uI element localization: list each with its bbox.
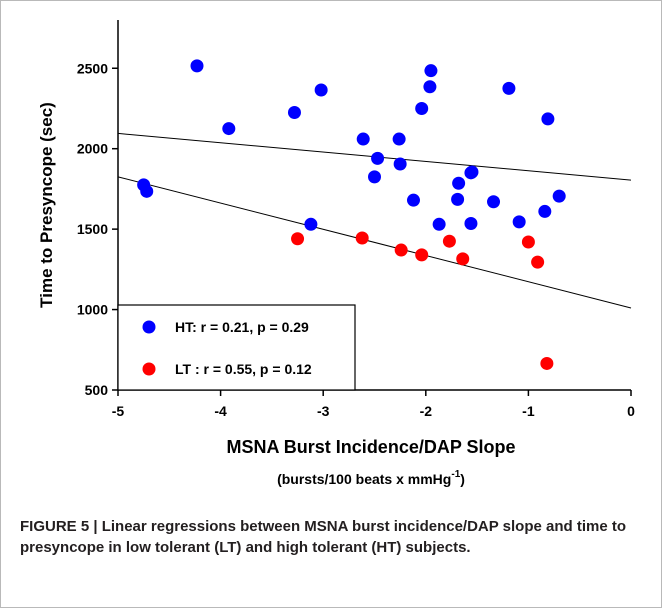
data-point-ht — [415, 101, 429, 115]
legend-box — [117, 304, 356, 391]
data-point-ht — [451, 192, 465, 206]
axis-ticks: -5 -4 -3 -2 -1 0 500 1000 1500 2000 2500 — [77, 60, 635, 419]
data-point-ht — [432, 217, 446, 231]
data-point-ht — [190, 59, 204, 73]
data-point-lt — [521, 235, 535, 249]
data-point-ht — [314, 83, 328, 97]
data-points — [137, 59, 566, 370]
y-tick-label: 500 — [85, 382, 109, 398]
x-axis-units-text: (bursts/100 beats x mmHg — [277, 471, 451, 487]
scatter-chart: -5 -4 -3 -2 -1 0 500 1000 1500 2000 2500 HT: r = 0… — [37, 20, 635, 487]
x-axis-units: (bursts/100 beats x mmHg-1) — [277, 469, 465, 487]
data-point-ht — [222, 122, 236, 136]
y-tick-label: 2000 — [77, 141, 108, 157]
x-axis-units-sup: -1 — [451, 469, 460, 480]
x-tick-label: -4 — [214, 403, 227, 419]
x-tick-label: -1 — [522, 403, 535, 419]
legend-label-lt: LT : r = 0.55, p = 0.12 — [175, 361, 312, 377]
data-point-ht — [502, 81, 516, 95]
data-point-ht — [552, 189, 566, 203]
data-point-lt — [355, 231, 369, 245]
data-point-ht — [452, 176, 466, 190]
data-point-ht — [423, 80, 437, 94]
data-point-lt — [442, 234, 456, 248]
legend-marker-lt — [142, 362, 156, 376]
data-point-lt — [291, 232, 305, 246]
data-point-lt — [540, 356, 554, 370]
legend: HT: r = 0.21, p = 0.29 LT : r = 0.55, p … — [117, 304, 356, 391]
x-tick-label: -3 — [317, 403, 330, 419]
x-axis-title: MSNA Burst Incidence/DAP Slope — [226, 437, 515, 457]
data-point-ht — [465, 165, 479, 179]
data-point-ht — [538, 204, 552, 218]
regression-line-lt — [117, 176, 632, 309]
x-tick-label: 0 — [627, 403, 635, 419]
data-point-ht — [424, 64, 438, 78]
y-axis-title: Time to Presyncope (sec) — [37, 102, 56, 308]
data-point-ht — [368, 170, 381, 184]
data-point-ht — [140, 184, 154, 198]
x-tick-label: -5 — [112, 403, 125, 419]
data-point-ht — [541, 112, 555, 126]
legend-label-ht: HT: r = 0.21, p = 0.29 — [175, 319, 309, 335]
y-tick-label: 2500 — [77, 60, 108, 76]
data-point-ht — [304, 217, 318, 231]
data-point-ht — [392, 132, 406, 146]
data-point-ht — [487, 195, 501, 209]
data-point-lt — [394, 243, 408, 257]
y-tick-label: 1500 — [77, 221, 108, 237]
figure-caption: FIGURE 5 | Linear regressions between MS… — [20, 518, 626, 556]
data-point-ht — [406, 193, 420, 207]
data-point-lt — [531, 255, 545, 269]
data-point-ht — [371, 151, 385, 165]
legend-marker-ht — [142, 320, 156, 334]
data-point-lt — [415, 248, 429, 262]
y-tick-label: 1000 — [77, 302, 108, 318]
data-point-ht — [287, 106, 301, 119]
data-point-ht — [356, 132, 370, 146]
data-point-lt — [456, 252, 470, 266]
x-tick-label: -2 — [420, 403, 433, 419]
data-point-ht — [512, 215, 526, 229]
x-axis-units-end: ) — [460, 471, 465, 487]
data-point-ht — [393, 157, 407, 171]
data-point-ht — [464, 217, 478, 230]
